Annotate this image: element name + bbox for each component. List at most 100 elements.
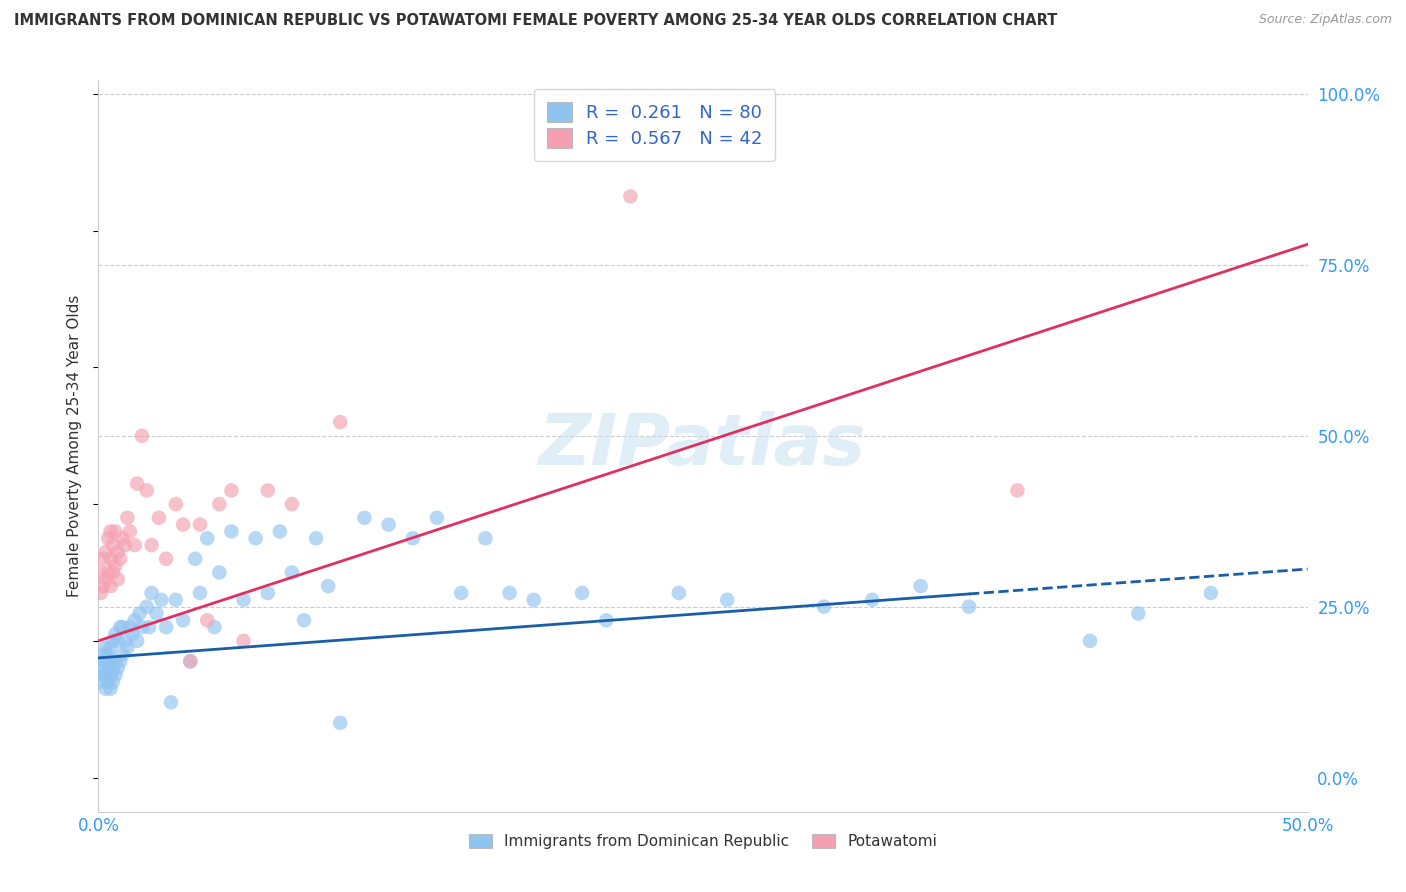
Point [145,607,167,621]
Point [188,517,211,532]
Point [179,654,201,668]
Point [450,586,472,600]
Point [104,627,127,641]
Point [232,633,254,648]
Point [118,620,141,634]
Point [910,579,932,593]
Point [269,524,291,539]
Point [1078,633,1101,648]
Point [90,566,112,580]
Point [305,531,328,545]
Point [474,531,496,545]
Point [402,531,425,545]
Point [141,538,163,552]
Point [100,681,122,696]
Point [204,620,226,634]
Point [97,566,120,580]
Point [101,674,124,689]
Point [329,415,352,429]
Point [155,551,177,566]
Point [117,640,139,655]
Point [94,681,117,696]
Point [117,510,139,524]
Point [813,599,835,614]
Point [160,695,183,709]
Point [107,572,129,586]
Point [316,579,339,593]
Point [619,189,641,203]
Point [128,607,150,621]
Point [281,566,304,580]
Point [195,613,218,627]
Point [124,538,146,552]
Point [97,648,120,662]
Point [150,592,173,607]
Point [101,661,124,675]
Point [165,592,187,607]
Point [245,531,267,545]
Point [100,551,122,566]
Legend: Immigrants from Dominican Republic, Potawatomi: Immigrants from Dominican Republic, Pota… [463,828,943,855]
Point [148,510,170,524]
Point [329,715,352,730]
Point [188,586,211,600]
Point [114,633,136,648]
Point [292,613,315,627]
Point [108,551,131,566]
Point [195,531,218,545]
Point [179,654,201,668]
Point [104,524,127,539]
Text: Source: ZipAtlas.com: Source: ZipAtlas.com [1258,13,1392,27]
Point [377,517,399,532]
Point [232,592,254,607]
Point [100,654,122,668]
Point [100,668,122,682]
Point [208,566,231,580]
Point [91,648,114,662]
Point [104,654,127,668]
Point [101,566,124,580]
Text: IMMIGRANTS FROM DOMINICAN REPUBLIC VS POTAWATOMI FEMALE POVERTY AMONG 25-34 YEAR: IMMIGRANTS FROM DOMINICAN REPUBLIC VS PO… [14,13,1057,29]
Point [97,674,120,689]
Point [172,517,194,532]
Point [90,586,112,600]
Point [124,613,146,627]
Point [91,654,114,668]
Point [101,633,124,648]
Point [101,538,124,552]
Point [668,586,690,600]
Point [716,592,738,607]
Point [100,524,122,539]
Point [1199,586,1222,600]
Point [172,613,194,627]
Point [100,640,122,655]
Text: ZIPatlas: ZIPatlas [540,411,866,481]
Point [104,558,127,573]
Point [114,538,136,552]
Point [107,545,129,559]
Point [595,613,617,627]
Point [94,640,117,655]
Point [135,599,157,614]
Point [91,579,114,593]
Point [498,586,520,600]
Point [571,586,593,600]
Point [100,579,122,593]
Point [860,592,883,607]
Point [94,572,117,586]
Point [91,668,114,682]
Point [94,654,117,668]
Point [131,429,153,443]
Point [221,483,243,498]
Point [108,654,131,668]
Point [111,620,134,634]
Point [127,476,149,491]
Point [111,531,134,545]
Point [1007,483,1029,498]
Point [91,551,114,566]
Point [107,661,129,675]
Point [221,524,243,539]
Point [957,599,980,614]
Point [97,531,120,545]
Point [165,497,187,511]
